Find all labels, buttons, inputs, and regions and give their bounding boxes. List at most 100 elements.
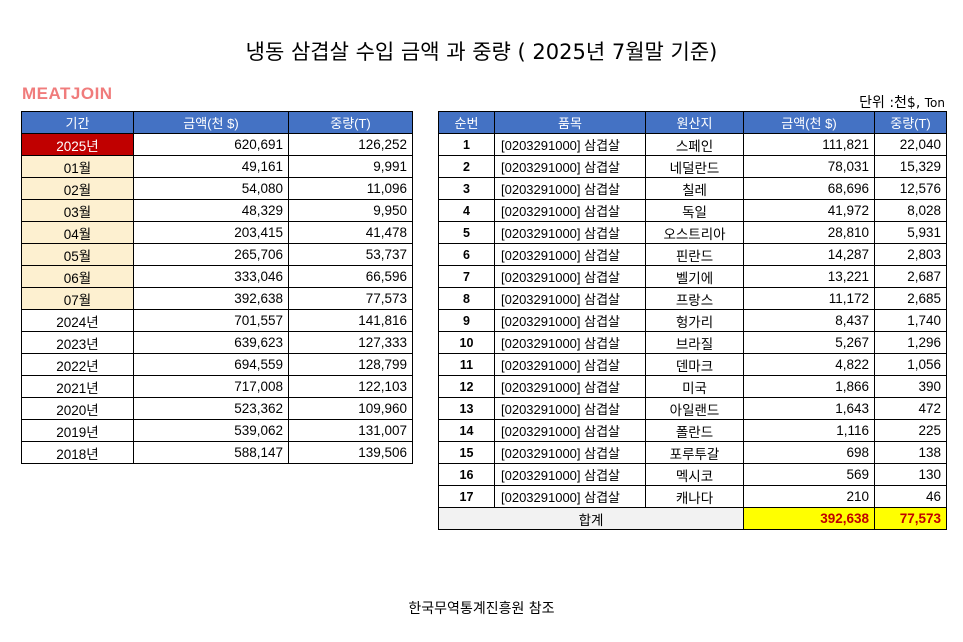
origin-cell: 브라질 bbox=[645, 331, 744, 354]
weight-cell: 472 bbox=[874, 397, 947, 420]
origin-cell: 오스트리아 bbox=[645, 221, 744, 244]
table-row: 7 [0203291000] 삼겹살 벨기에 13,221 2,687 bbox=[438, 265, 947, 288]
weight-cell: 141,816 bbox=[288, 309, 413, 332]
table-row: 2022년 694,559 128,799 bbox=[21, 353, 413, 376]
weight-cell: 130 bbox=[874, 463, 947, 486]
weight-cell: 139,506 bbox=[288, 441, 413, 464]
amount-cell: 13,221 bbox=[743, 265, 875, 288]
weight-cell: 9,950 bbox=[288, 199, 413, 222]
rank-cell: 8 bbox=[438, 287, 495, 310]
source-note: 한국무역통계진흥원 참조 bbox=[408, 601, 555, 617]
rank-cell: 7 bbox=[438, 265, 495, 288]
col-header-amount: 금액(천 $) bbox=[133, 111, 289, 134]
rank-cell: 12 bbox=[438, 375, 495, 398]
weight-cell: 131,007 bbox=[288, 419, 413, 442]
amount-cell: 54,080 bbox=[133, 177, 289, 200]
origin-cell: 미국 bbox=[645, 375, 744, 398]
item-cell: [0203291000] 삼겹살 bbox=[494, 463, 646, 486]
weight-cell: 390 bbox=[874, 375, 947, 398]
table-row: 14 [0203291000] 삼겹살 폴란드 1,116 225 bbox=[438, 419, 947, 442]
table-row: 10 [0203291000] 삼겹살 브라질 5,267 1,296 bbox=[438, 331, 947, 354]
amount-cell: 68,696 bbox=[743, 177, 875, 200]
amount-cell: 698 bbox=[743, 441, 875, 464]
origin-cell: 멕시코 bbox=[645, 463, 744, 486]
weight-cell: 127,333 bbox=[288, 331, 413, 354]
period-cell: 2022년 bbox=[21, 353, 134, 376]
weight-cell: 1,056 bbox=[874, 353, 947, 376]
total-label: 합계 bbox=[438, 507, 744, 530]
period-cell: 2025년 bbox=[21, 133, 134, 156]
amount-cell: 8,437 bbox=[743, 309, 875, 332]
country-table-header-row: 순번 품목 원산지 금액(천 $) 중량(T) bbox=[438, 111, 947, 134]
item-cell: [0203291000] 삼겹살 bbox=[494, 177, 646, 200]
country-import-table: 순번 품목 원산지 금액(천 $) 중량(T) 1 [0203291000] 삼겹… bbox=[438, 111, 947, 530]
amount-cell: 111,821 bbox=[743, 133, 875, 156]
table-row: 02월 54,080 11,096 bbox=[21, 177, 413, 200]
origin-cell: 헝가리 bbox=[645, 309, 744, 332]
table-row: 2020년 523,362 109,960 bbox=[21, 397, 413, 420]
amount-cell: 14,287 bbox=[743, 243, 875, 266]
rank-cell: 14 bbox=[438, 419, 495, 442]
origin-cell: 포루투갈 bbox=[645, 441, 744, 464]
weight-cell: 8,028 bbox=[874, 199, 947, 222]
item-cell: [0203291000] 삼겹살 bbox=[494, 133, 646, 156]
period-cell: 04월 bbox=[21, 221, 134, 244]
table-row: 16 [0203291000] 삼겹살 멕시코 569 130 bbox=[438, 463, 947, 486]
amount-cell: 392,638 bbox=[133, 287, 289, 310]
period-cell: 2020년 bbox=[21, 397, 134, 420]
weight-cell: 2,687 bbox=[874, 265, 947, 288]
amount-cell: 5,267 bbox=[743, 331, 875, 354]
item-cell: [0203291000] 삼겹살 bbox=[494, 485, 646, 508]
origin-cell: 칠레 bbox=[645, 177, 744, 200]
weight-cell: 9,991 bbox=[288, 155, 413, 178]
origin-cell: 스페인 bbox=[645, 133, 744, 156]
amount-cell: 1,866 bbox=[743, 375, 875, 398]
table-row: 6 [0203291000] 삼겹살 핀란드 14,287 2,803 bbox=[438, 243, 947, 266]
total-amount: 392,638 bbox=[743, 507, 875, 530]
amount-cell: 48,329 bbox=[133, 199, 289, 222]
rank-cell: 4 bbox=[438, 199, 495, 222]
period-cell: 01월 bbox=[21, 155, 134, 178]
weight-cell: 225 bbox=[874, 419, 947, 442]
table-row: 11 [0203291000] 삼겹살 덴마크 4,822 1,056 bbox=[438, 353, 947, 376]
table-row: 2021년 717,008 122,103 bbox=[21, 375, 413, 398]
period-cell: 07월 bbox=[21, 287, 134, 310]
col-header-rank: 순번 bbox=[438, 111, 495, 134]
weight-cell: 12,576 bbox=[874, 177, 947, 200]
period-cell: 06월 bbox=[21, 265, 134, 288]
weight-cell: 1,296 bbox=[874, 331, 947, 354]
table-row: 05월 265,706 53,737 bbox=[21, 243, 413, 266]
weight-cell: 66,596 bbox=[288, 265, 413, 288]
rank-cell: 1 bbox=[438, 133, 495, 156]
unit-label-text: 단위 :천$, bbox=[859, 95, 921, 111]
weight-cell: 128,799 bbox=[288, 353, 413, 376]
col-header-amount: 금액(천 $) bbox=[743, 111, 875, 134]
origin-cell: 아일랜드 bbox=[645, 397, 744, 420]
rank-cell: 17 bbox=[438, 485, 495, 508]
origin-cell: 독일 bbox=[645, 199, 744, 222]
period-cell: 02월 bbox=[21, 177, 134, 200]
weight-cell: 41,478 bbox=[288, 221, 413, 244]
col-header-weight: 중량(T) bbox=[288, 111, 413, 134]
origin-cell: 네덜란드 bbox=[645, 155, 744, 178]
rank-cell: 9 bbox=[438, 309, 495, 332]
table-row: 2024년 701,557 141,816 bbox=[21, 309, 413, 332]
period-cell: 05월 bbox=[21, 243, 134, 266]
table-row: 2 [0203291000] 삼겹살 네덜란드 78,031 15,329 bbox=[438, 155, 947, 178]
rank-cell: 10 bbox=[438, 331, 495, 354]
unit-label: 단위 :천$, Ton bbox=[859, 92, 945, 112]
table-row: 4 [0203291000] 삼겹살 독일 41,972 8,028 bbox=[438, 199, 947, 222]
amount-cell: 620,691 bbox=[133, 133, 289, 156]
weight-cell: 77,573 bbox=[288, 287, 413, 310]
table-row: 3 [0203291000] 삼겹살 칠레 68,696 12,576 bbox=[438, 177, 947, 200]
item-cell: [0203291000] 삼겹살 bbox=[494, 287, 646, 310]
rank-cell: 15 bbox=[438, 441, 495, 464]
item-cell: [0203291000] 삼겹살 bbox=[494, 353, 646, 376]
weight-cell: 122,103 bbox=[288, 375, 413, 398]
table-row: 2025년 620,691 126,252 bbox=[21, 133, 413, 156]
table-row: 03월 48,329 9,950 bbox=[21, 199, 413, 222]
weight-cell: 46 bbox=[874, 485, 947, 508]
table-row: 04월 203,415 41,478 bbox=[21, 221, 413, 244]
table-row: 9 [0203291000] 삼겹살 헝가리 8,437 1,740 bbox=[438, 309, 947, 332]
table-row: 1 [0203291000] 삼겹살 스페인 111,821 22,040 bbox=[438, 133, 947, 156]
